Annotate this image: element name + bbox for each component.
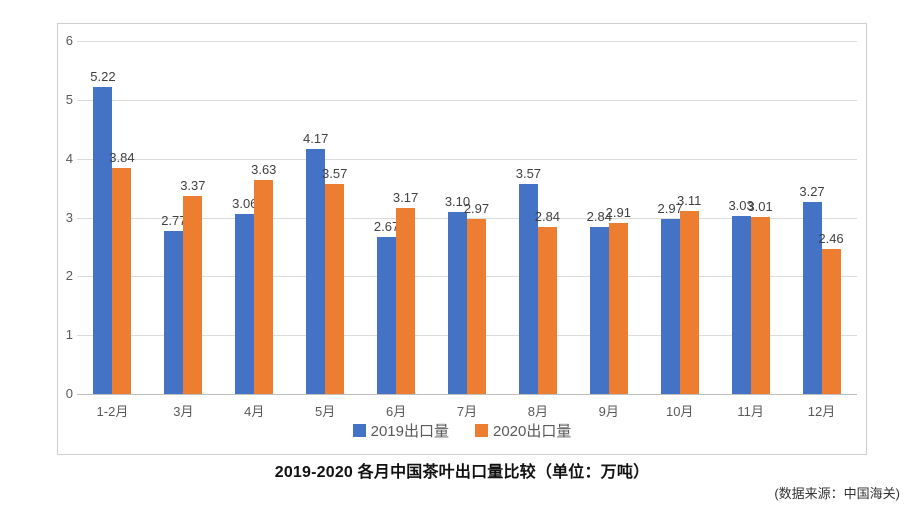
- value-label: 5.22: [90, 68, 116, 84]
- x-axis-label: 1-2月: [96, 404, 129, 419]
- bar-2019出口量: 2.97: [658, 201, 683, 394]
- gridline: [77, 99, 857, 101]
- chart-title: 2019-2020 各月中国茶叶出口量比较（单位：万吨）: [274, 464, 650, 481]
- bar-group: 5.22 3.84 1-2月: [77, 41, 148, 419]
- bar-2019出口量: 3.57: [516, 166, 541, 394]
- value-label: 3.03: [728, 197, 754, 213]
- bar-group: 2.97 3.11 10月: [644, 41, 715, 419]
- x-axis-label: 7月: [456, 404, 478, 419]
- y-axis-tick-label: 0: [65, 386, 73, 401]
- bar-2020出口量: 3.37: [180, 178, 206, 394]
- x-axis-label: 10月: [665, 404, 694, 419]
- bar-2020出口量: 2.84: [535, 209, 560, 394]
- value-label: 2.97: [463, 201, 490, 217]
- value-label: 2.84: [534, 208, 561, 224]
- value-label: 2.77: [161, 213, 187, 229]
- value-label: 4.17: [303, 130, 329, 146]
- plot-area: 5.22 3.84 1-2月 2.77 3.37 3月 3.06 3.63 4月 4.17 3.57…: [77, 41, 857, 420]
- bar-2019出口量: 5.22: [90, 69, 116, 394]
- bar-2019出口量: 2.77: [161, 213, 187, 394]
- bar-2020出口量: 3.84: [109, 150, 135, 394]
- bar-group: 3.03 3.01 11月: [715, 41, 786, 419]
- chart-frame: 0 1 2 3 4 5 6 5.22 3.84 1-2月 2.77 3.37 3月 3.06 3.63 4月…: [57, 23, 867, 455]
- bar-2019出口量: 3.27: [799, 184, 825, 394]
- value-label: 2.67: [373, 218, 400, 234]
- value-label: 3.57: [515, 165, 542, 181]
- bar-group: 2.77 3.37 3月: [148, 41, 219, 419]
- bar-group: 3.06 3.63 4月: [219, 41, 290, 419]
- x-axis-label: 12月: [807, 404, 836, 419]
- y-axis-tick-label: 6: [65, 33, 73, 48]
- legend-item: 2019出口量: [352, 420, 449, 441]
- bar-2019出口量: 3.06: [232, 196, 257, 394]
- bar-2019出口量: 4.17: [303, 131, 328, 394]
- value-label: 2.84: [586, 208, 612, 224]
- legend-swatch-icon: [352, 424, 366, 437]
- gridline: [77, 217, 857, 219]
- bar-2020出口量: 3.57: [322, 166, 347, 394]
- value-label: 2.46: [818, 231, 844, 247]
- bar-group: 2.67 3.17 6月: [361, 41, 432, 420]
- x-axis-label: 9月: [598, 404, 619, 419]
- x-axis-label: 8月: [527, 404, 549, 419]
- value-label: 2.91: [605, 204, 631, 220]
- bar-2020出口量: 3.17: [393, 190, 418, 394]
- bar-2020出口量: 3.63: [251, 162, 276, 394]
- bar-group: 3.27 2.46 12月: [786, 41, 857, 419]
- x-axis-label: 4月: [244, 404, 265, 419]
- value-label: 3.84: [109, 150, 135, 166]
- bar-2019出口量: 2.84: [587, 209, 612, 394]
- gridline: [77, 41, 857, 42]
- legend-label: 2019出口量: [370, 423, 449, 440]
- value-label: 3.37: [180, 177, 206, 193]
- value-label: 3.10: [444, 193, 471, 209]
- value-label: 3.57: [322, 165, 348, 181]
- y-axis: 0 1 2 3 4 5 6: [60, 33, 73, 401]
- y-axis-tick-label: 1: [65, 327, 73, 343]
- gridline: [77, 158, 857, 160]
- x-axis-label: 11月: [737, 404, 764, 419]
- value-label: 3.06: [232, 195, 258, 211]
- y-axis-tick-label: 4: [65, 150, 73, 166]
- legend-item: 2020出口量: [475, 420, 571, 441]
- bar-2020出口量: 2.97: [464, 201, 489, 394]
- bar-2020出口量: 3.01: [747, 199, 773, 394]
- bar-group: 2.84 2.91 9月: [573, 41, 644, 419]
- y-axis-tick-label: 2: [65, 268, 73, 284]
- value-label: 3.63: [251, 162, 277, 178]
- value-label: 3.17: [392, 189, 419, 205]
- bar-2020出口量: 2.46: [818, 231, 844, 394]
- bar-2019出口量: 3.10: [445, 194, 470, 394]
- bar-2020出口量: 2.91: [606, 205, 631, 394]
- y-axis-tick-label: 3: [65, 209, 73, 225]
- bar-group: 3.10 2.97 7月: [432, 41, 503, 419]
- x-axis-label: 6月: [385, 404, 407, 419]
- bar-2020出口量: 3.11: [677, 193, 701, 394]
- bar-group: 3.57 2.84 8月: [502, 41, 573, 419]
- value-label: 2.97: [657, 201, 683, 217]
- bar-group: 4.17 3.57 5月: [290, 41, 361, 419]
- value-label: 3.01: [747, 198, 773, 214]
- x-axis-label: 5月: [315, 404, 336, 419]
- bar-2019出口量: 2.67: [374, 219, 399, 394]
- x-axis-label: 3月: [173, 404, 194, 419]
- y-axis-tick-label: 5: [65, 91, 73, 107]
- legend-label: 2020出口量: [493, 423, 572, 440]
- legend-swatch-icon: [475, 424, 488, 437]
- bar-groups: 5.22 3.84 1-2月 2.77 3.37 3月 3.06 3.63 4月 4.17 3.57…: [77, 41, 857, 420]
- source-note: (数据来源：中国海关): [774, 486, 900, 501]
- legend: 2019出口量 2020出口量: [58, 420, 866, 441]
- value-label: 3.11: [677, 193, 702, 209]
- value-label: 3.27: [799, 183, 825, 199]
- bar-2019出口量: 3.03: [728, 198, 754, 394]
